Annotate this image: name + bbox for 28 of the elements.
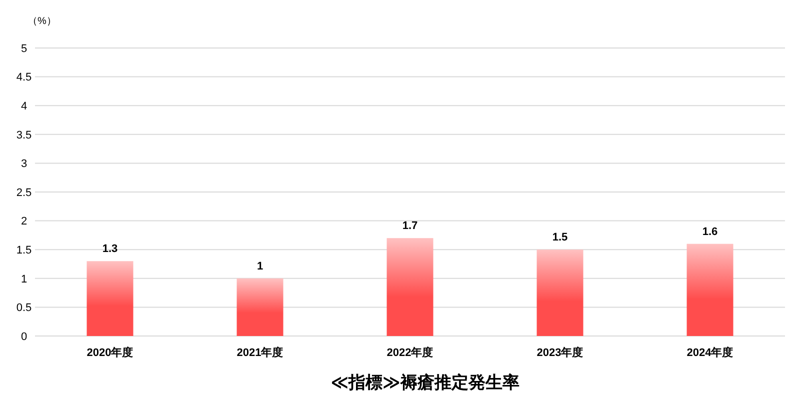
bar <box>536 250 584 336</box>
y-tick-label: 3 <box>20 158 28 170</box>
data-label: 1.7 <box>402 220 418 232</box>
x-tick-label: 2023年度 <box>536 346 584 359</box>
y-tick-label: 3.5 <box>16 129 32 142</box>
data-label: 1.6 <box>702 226 718 238</box>
x-tick-label: 2021年度 <box>236 346 284 359</box>
bar <box>686 244 734 336</box>
data-label: 1 <box>256 260 264 272</box>
x-tick-label: 2022年度 <box>386 346 434 359</box>
y-tick-label: 0 <box>20 330 28 343</box>
x-tick-label: 2024年度 <box>686 346 734 359</box>
bar <box>86 261 134 336</box>
y-tick-label: 2 <box>20 216 28 228</box>
y-tick-label: 0.5 <box>16 302 32 314</box>
text: ≪指標≫褥瘡推定発生率 <box>330 373 520 392</box>
y-tick-label: 4.5 <box>16 72 32 84</box>
data-label: 1.5 <box>552 232 568 244</box>
y-tick-label: 1 <box>20 273 28 286</box>
y-tick-label: 1.5 <box>16 244 32 256</box>
y-axis-title: （%） <box>28 16 56 27</box>
y-tick-label: 2.5 <box>16 186 32 199</box>
bar <box>236 278 284 336</box>
x-tick-label: 2020年度 <box>86 346 134 359</box>
bar <box>386 238 434 336</box>
y-tick-label: 5 <box>20 42 28 55</box>
y-tick-label: 4 <box>20 100 28 112</box>
data-label: 1.3 <box>102 243 118 256</box>
